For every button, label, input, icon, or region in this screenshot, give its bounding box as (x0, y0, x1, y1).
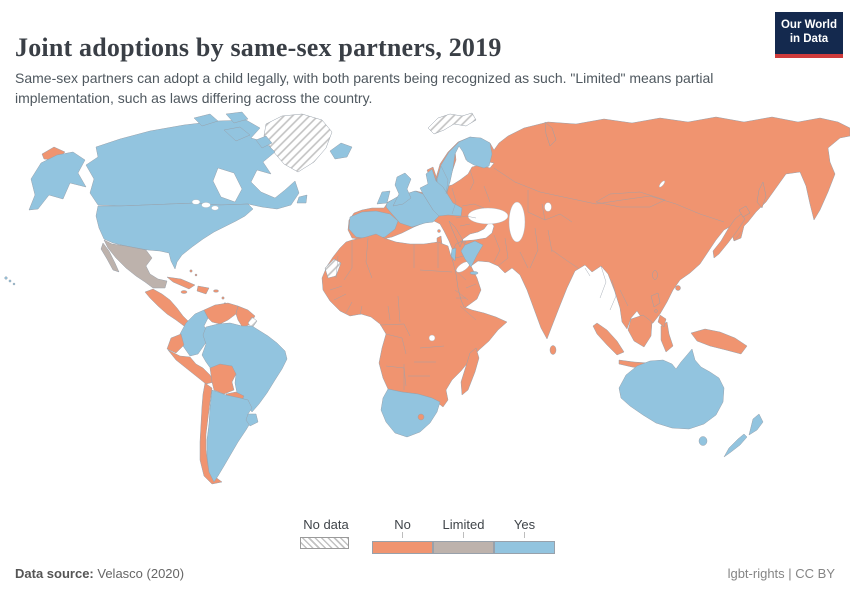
country-borders-overlay (329, 151, 742, 390)
region-chile[interactable] (199, 382, 223, 485)
region-new-zealand[interactable] (723, 413, 764, 458)
legend-label-no: No (394, 517, 411, 532)
legend-col-limited[interactable]: Limited (433, 517, 494, 538)
region-madagascar[interactable] (460, 347, 480, 396)
region-iberia[interactable] (348, 210, 399, 240)
data-source-value: Velasco (2020) (97, 566, 185, 581)
owid-logo-line2: in Data (789, 33, 829, 46)
region-new-guinea[interactable] (690, 328, 748, 355)
region-arctic-islands[interactable] (193, 111, 308, 204)
region-svalbard[interactable] (427, 112, 477, 135)
region-baja-california[interactable] (100, 242, 120, 273)
region-sakhalin[interactable] (756, 181, 767, 209)
legend-col-no[interactable]: No (372, 517, 433, 538)
black-sea (467, 207, 509, 225)
page-title: Joint adoptions by same-sex partners, 20… (15, 33, 502, 63)
region-south-africa[interactable] (380, 388, 441, 438)
region-iceland[interactable] (329, 142, 353, 160)
region-central-america[interactable] (144, 288, 190, 327)
region-mexico[interactable] (103, 239, 168, 289)
region-alaska[interactable] (28, 151, 87, 211)
data-source[interactable]: Data source: Velasco (2020) (15, 566, 184, 581)
region-western-sahara[interactable] (324, 258, 342, 279)
world-map[interactable] (0, 110, 850, 510)
region-argentina[interactable] (206, 389, 253, 483)
region-israel[interactable] (450, 247, 457, 262)
aral-sea (544, 202, 552, 212)
owid-logo-line1: Our World (780, 19, 837, 31)
region-novaya-zemlya[interactable] (544, 121, 557, 147)
region-lesotho[interactable] (417, 413, 425, 421)
legend-tick (463, 532, 464, 538)
region-taiwan[interactable] (652, 270, 658, 280)
region-tasmania[interactable] (698, 436, 708, 446)
region-philippines[interactable] (650, 292, 667, 328)
region-canada[interactable] (85, 119, 300, 210)
region-scandinavia[interactable] (436, 136, 493, 195)
owid-logo[interactable]: Our World in Data (775, 12, 843, 58)
region-ireland[interactable] (376, 190, 391, 205)
license-link[interactable]: lgbt-rights | CC BY (727, 566, 835, 581)
region-greece[interactable] (460, 240, 484, 275)
region-greenland[interactable] (263, 113, 333, 173)
legend-swatch-yes[interactable] (494, 541, 555, 554)
region-hainan[interactable] (675, 285, 681, 291)
legend-label-limited: Limited (442, 517, 485, 532)
region-sri-lanka[interactable] (549, 345, 557, 355)
data-source-label: Data source: (15, 566, 94, 581)
region-brazil[interactable] (201, 322, 288, 413)
great-lakes (191, 199, 219, 211)
region-hawaii[interactable] (4, 276, 16, 286)
region-australia[interactable] (618, 348, 725, 430)
legend-no-data-swatch[interactable] (300, 537, 349, 549)
legend-swatch-limited[interactable] (433, 541, 494, 554)
region-africa[interactable] (321, 233, 508, 408)
chart-subtitle: Same-sex partners can adopt a child lega… (15, 70, 714, 107)
legend-no-data-label: No data (303, 517, 349, 532)
legend-col-yes[interactable]: Yes (494, 517, 555, 538)
legend-category-swatches (372, 541, 555, 554)
region-ecuador[interactable] (166, 333, 185, 354)
legend-tick (524, 532, 525, 538)
region-venezuela[interactable] (203, 302, 239, 325)
region-caribbean[interactable] (166, 269, 227, 312)
legend-no-data[interactable]: No data (300, 517, 352, 549)
legend-swatch-no[interactable] (372, 541, 433, 554)
region-bolivia[interactable] (209, 363, 237, 395)
caspian-sea (508, 201, 526, 243)
lake-baikal (658, 180, 666, 188)
region-japan[interactable] (712, 205, 751, 259)
legend-label-yes: Yes (513, 517, 536, 532)
lake-victoria (428, 334, 436, 342)
region-uruguay[interactable] (245, 413, 259, 427)
legend-tick (402, 532, 403, 538)
region-united-kingdom[interactable] (392, 172, 412, 207)
